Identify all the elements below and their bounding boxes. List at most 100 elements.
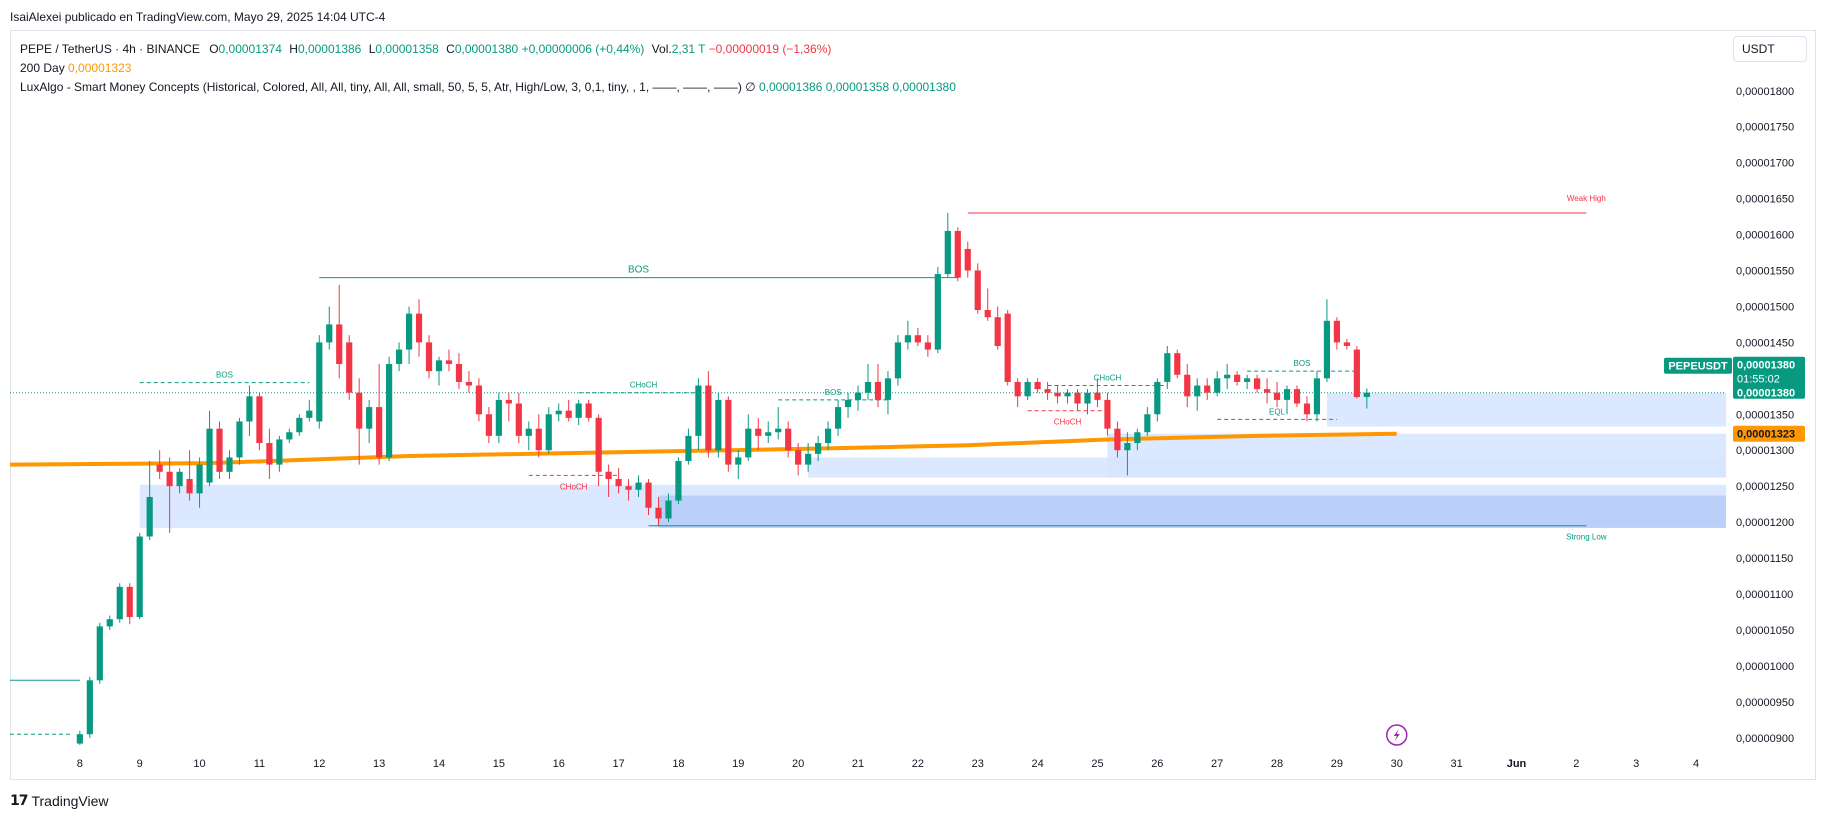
- x-axis-tick-label: 13: [373, 758, 385, 770]
- candle-body: [555, 410, 562, 415]
- candle-body: [156, 464, 163, 472]
- candle-body: [1363, 392, 1370, 398]
- candle-body: [1174, 353, 1181, 375]
- candle-body: [1263, 389, 1271, 393]
- candle-body: [655, 507, 662, 519]
- candle-body: [505, 399, 512, 404]
- close-value: 0,00001380: [454, 42, 519, 56]
- x-axis-tick-label: 10: [193, 758, 205, 770]
- candle-body: [1084, 392, 1091, 404]
- candle-body: [1283, 389, 1291, 400]
- candle-body: [874, 381, 882, 400]
- tradingview-logo[interactable]: 17 TradingView: [10, 793, 109, 809]
- candle-body: [675, 461, 682, 501]
- candle-body: [1224, 374, 1231, 379]
- candle-body: [136, 536, 143, 618]
- order-block-zone: [808, 457, 1726, 478]
- ma-row[interactable]: 200 Day 0,00001323: [20, 59, 956, 78]
- structure-break-label: CHoCH: [1094, 374, 1122, 383]
- ma-badge-text: 0,00001323: [1737, 429, 1795, 441]
- structure-break-label: CHoCH: [560, 482, 588, 491]
- candle-body: [176, 471, 183, 487]
- structure-break-label: CHoCH: [1054, 418, 1082, 427]
- candle-body: [475, 385, 482, 415]
- candle-body: [625, 486, 632, 490]
- candle-body: [825, 428, 832, 444]
- candle-body: [785, 428, 792, 451]
- y-axis-tick-label: 0,00001100: [1736, 589, 1793, 601]
- candle-body: [725, 399, 732, 465]
- candle-body: [1303, 403, 1311, 415]
- y-axis-tick-label: 0,00001800: [1736, 86, 1794, 98]
- x-axis-tick-label: 4: [1693, 758, 1699, 770]
- indicator-hidden-icon[interactable]: ∅: [745, 80, 756, 94]
- y-axis-tick-label: 0,00001500: [1736, 301, 1794, 313]
- x-axis-tick-label: 2: [1573, 758, 1579, 770]
- candle-body: [964, 248, 971, 271]
- candle-body: [665, 500, 672, 519]
- y-axis-tick-label: 0,00001600: [1736, 230, 1794, 242]
- ma-title: 200 Day: [20, 61, 65, 75]
- volume-change: −0,00000019 (−1,36%): [708, 42, 832, 56]
- candle-body: [1333, 320, 1340, 343]
- x-axis-tick-label: 21: [852, 758, 864, 770]
- x-axis-tick-label: 19: [732, 758, 744, 770]
- x-axis-tick-label: 29: [1331, 758, 1343, 770]
- candle-body: [1184, 374, 1191, 397]
- candle-body: [595, 417, 602, 472]
- candle-body: [1054, 392, 1061, 397]
- candle-body: [216, 428, 223, 472]
- swing-level-label: Weak High: [1567, 194, 1606, 203]
- x-axis-tick-label: 20: [792, 758, 804, 770]
- candle-body: [286, 432, 293, 440]
- candle-body: [1094, 392, 1101, 400]
- currency-selector[interactable]: USDT: [1733, 36, 1807, 62]
- x-axis-tick-label: 23: [972, 758, 984, 770]
- candle-body: [86, 680, 93, 735]
- candle-body: [306, 410, 313, 418]
- candle-body: [1024, 381, 1031, 397]
- publish-info: IsaiAlexei publicado en TradingView.com,…: [10, 10, 386, 24]
- candle-body: [575, 403, 582, 418]
- candle-body: [984, 310, 991, 318]
- candle-body: [415, 313, 423, 343]
- y-axis-tick-label: 0,00001450: [1736, 337, 1794, 349]
- candle-body: [1343, 342, 1350, 346]
- indicator-row[interactable]: LuxAlgo - Smart Money Concepts (Historic…: [20, 78, 956, 97]
- x-axis-tick-label: 25: [1091, 758, 1103, 770]
- x-axis-tick-label: 31: [1451, 758, 1463, 770]
- ma-badge: [1733, 425, 1805, 442]
- candle-body: [1244, 378, 1251, 382]
- candle-body: [695, 385, 702, 436]
- x-axis-tick-label: 12: [313, 758, 325, 770]
- high-value: 0,00001386: [297, 42, 362, 56]
- candle-body: [256, 396, 263, 444]
- symbol-title[interactable]: PEPE / TetherUS · 4h · BINANCE: [20, 42, 200, 56]
- candle-body: [316, 342, 323, 422]
- x-axis-tick-label: 24: [1031, 758, 1043, 770]
- candle-body: [1313, 378, 1321, 415]
- y-axis-tick-label: 0,00001750: [1736, 122, 1794, 134]
- last-price-badge-text: 0,00001380: [1737, 388, 1795, 400]
- symbol-badge-text: PEPEUSDT: [1668, 361, 1728, 373]
- x-axis-tick-label: 3: [1633, 758, 1639, 770]
- candle-body: [146, 496, 153, 537]
- x-axis-tick-label: 17: [612, 758, 624, 770]
- candle-body: [924, 342, 931, 350]
- candle-body: [535, 428, 542, 451]
- y-axis-tick-label: 0,00001700: [1736, 158, 1794, 170]
- indicator-title: LuxAlgo - Smart Money Concepts (Historic…: [20, 80, 742, 94]
- candle-body: [844, 399, 852, 408]
- candle-body: [974, 270, 981, 311]
- candle-body: [1164, 353, 1171, 382]
- candle-body: [495, 399, 502, 436]
- last-price-badge-text: 0,00001380: [1737, 360, 1795, 372]
- candle-body: [834, 407, 842, 429]
- candle-body: [994, 317, 1001, 346]
- candle-body: [435, 360, 443, 372]
- candle-body: [1323, 320, 1331, 379]
- structure-break-label: EQL: [1269, 407, 1286, 416]
- candle-body: [326, 324, 333, 343]
- candle-body: [645, 482, 652, 508]
